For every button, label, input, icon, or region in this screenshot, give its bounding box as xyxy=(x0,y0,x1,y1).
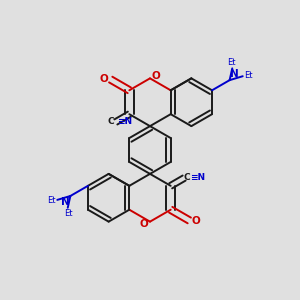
Text: C: C xyxy=(184,173,190,182)
Text: Et: Et xyxy=(64,209,73,218)
Text: N: N xyxy=(230,69,239,79)
Text: C: C xyxy=(108,117,114,126)
Text: ≡N: ≡N xyxy=(118,117,133,126)
Text: O: O xyxy=(152,71,160,81)
Text: ≡N: ≡N xyxy=(190,173,205,182)
Text: Et: Et xyxy=(244,71,253,80)
Text: O: O xyxy=(100,74,109,84)
Text: N: N xyxy=(61,197,70,207)
Text: Et: Et xyxy=(227,58,236,68)
Text: O: O xyxy=(140,219,148,229)
Text: Et: Et xyxy=(47,196,56,205)
Text: O: O xyxy=(191,216,200,226)
